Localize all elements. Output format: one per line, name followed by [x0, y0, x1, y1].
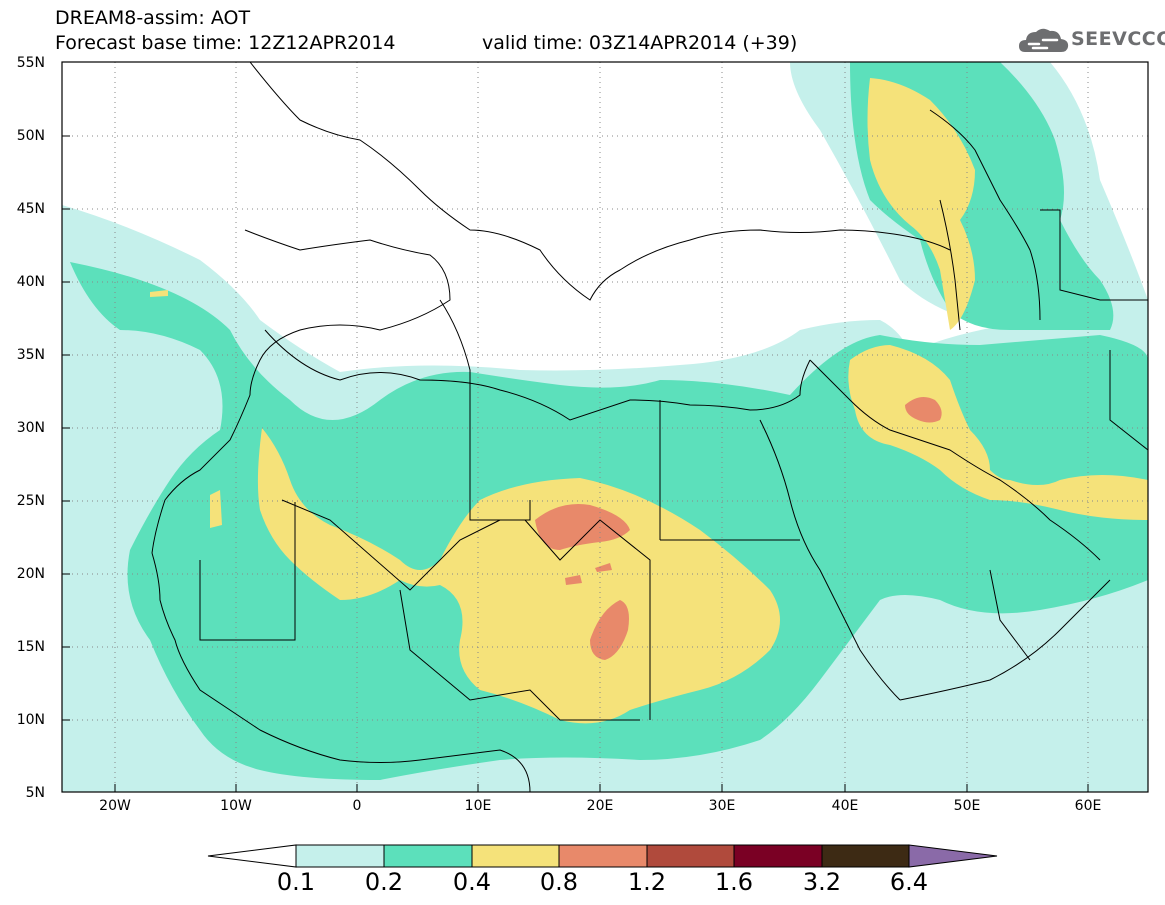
colorbar-bin-1.2-1.6: [646, 844, 735, 868]
colorbar-bin-1.6-3.2: [733, 844, 823, 868]
lon-label: 50E: [953, 798, 981, 814]
lon-label: 0: [352, 798, 362, 814]
lon-label: 20E: [586, 798, 614, 814]
colorbar-bin-0.8-1.2: [558, 844, 648, 868]
colorbar-bin-0.2-0.4: [383, 844, 473, 868]
title-line-product: DREAM8-assim: AOT: [55, 7, 251, 29]
colorbar-bin-3.2-6.4: [821, 844, 910, 868]
lat-label: 35N: [16, 347, 45, 363]
colorbar: [207, 844, 998, 868]
lon-label: 10W: [220, 798, 252, 814]
colorbar-bin-0.4-0.8: [471, 844, 560, 868]
colorbar-bin-0.1-0.2: [295, 844, 385, 868]
lon-label: 40E: [831, 798, 859, 814]
title-line-base-time: Forecast base time: 12Z12APR2014: [55, 32, 396, 54]
colorbar-label: 1.6: [714, 868, 754, 896]
graticule: [62, 62, 1148, 792]
lat-label: 10N: [16, 712, 45, 728]
colorbar-label: 1.2: [627, 868, 667, 896]
lat-label: 25N: [16, 493, 45, 509]
lon-label: 10E: [464, 798, 492, 814]
colorbar-label: 0.8: [539, 868, 579, 896]
colorbar-label: 0.1: [276, 868, 316, 896]
lon-label: 60E: [1074, 798, 1102, 814]
lat-label: 40N: [16, 274, 45, 290]
colorbar-label: 6.4: [889, 868, 929, 896]
lat-label: 30N: [16, 420, 45, 436]
coastlines-and-borders: [151, 62, 1148, 792]
aot-field-0.8: [535, 396, 942, 660]
lat-label: 45N: [16, 201, 45, 217]
lat-label: 20N: [16, 566, 45, 582]
lat-label: 5N: [25, 785, 45, 801]
axis-ticks: [62, 135, 1089, 792]
colorbar-label: 0.2: [364, 868, 404, 896]
colorbar-lower-arrow: [207, 844, 297, 868]
colorbar-label: 3.2: [802, 868, 842, 896]
lat-label: 15N: [16, 639, 45, 655]
title-line-valid-time: valid time: 03Z14APR2014 (+39): [482, 32, 798, 54]
lon-label: 20W: [99, 798, 131, 814]
colorbar-upper-arrow: [908, 844, 998, 868]
lat-label: 50N: [16, 128, 45, 144]
lon-label: 30E: [708, 798, 736, 814]
lat-label: 55N: [16, 55, 45, 71]
cloud-logo-icon: [1019, 28, 1069, 52]
colorbar-label: 0.4: [452, 868, 492, 896]
map-frame-border: [61, 61, 1149, 793]
aot-field-0.4: [150, 78, 1148, 724]
logo-text: SEEVCCC: [1071, 28, 1165, 50]
